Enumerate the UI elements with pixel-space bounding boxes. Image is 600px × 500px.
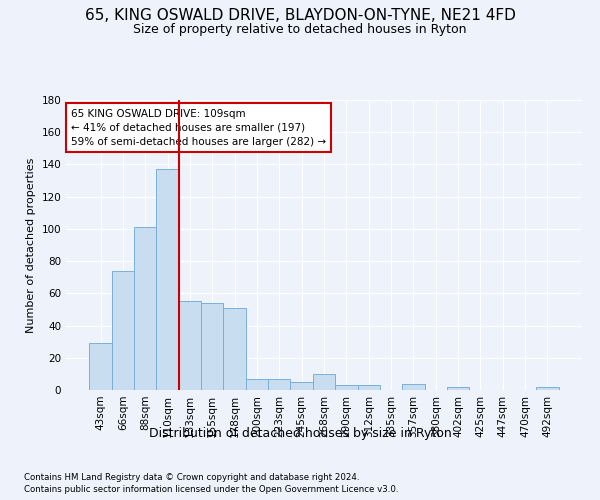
Bar (179, 302, 201, 390)
Bar (358, 385, 380, 390)
Bar (246, 378, 268, 390)
Text: Distribution of detached houses by size in Ryton: Distribution of detached houses by size … (149, 428, 451, 440)
Y-axis label: Number of detached properties: Number of detached properties (26, 158, 36, 332)
Bar (290, 382, 313, 390)
Bar (268, 378, 290, 390)
Bar (313, 374, 335, 390)
Bar (157, 170, 179, 390)
Text: 65 KING OSWALD DRIVE: 109sqm
← 41% of detached houses are smaller (197)
59% of s: 65 KING OSWALD DRIVE: 109sqm ← 41% of de… (71, 108, 326, 146)
Text: Size of property relative to detached houses in Ryton: Size of property relative to detached ho… (133, 22, 467, 36)
Bar (335, 385, 358, 390)
Bar (402, 384, 425, 390)
Bar (201, 303, 223, 390)
Text: Contains public sector information licensed under the Open Government Licence v3: Contains public sector information licen… (24, 485, 398, 494)
Text: Contains HM Land Registry data © Crown copyright and database right 2024.: Contains HM Land Registry data © Crown c… (24, 472, 359, 482)
Bar (447, 387, 469, 390)
Bar (89, 344, 112, 390)
Bar (536, 387, 559, 390)
Bar (134, 228, 157, 390)
Bar (112, 271, 134, 390)
Text: 65, KING OSWALD DRIVE, BLAYDON-ON-TYNE, NE21 4FD: 65, KING OSWALD DRIVE, BLAYDON-ON-TYNE, … (85, 8, 515, 22)
Bar (223, 308, 246, 390)
